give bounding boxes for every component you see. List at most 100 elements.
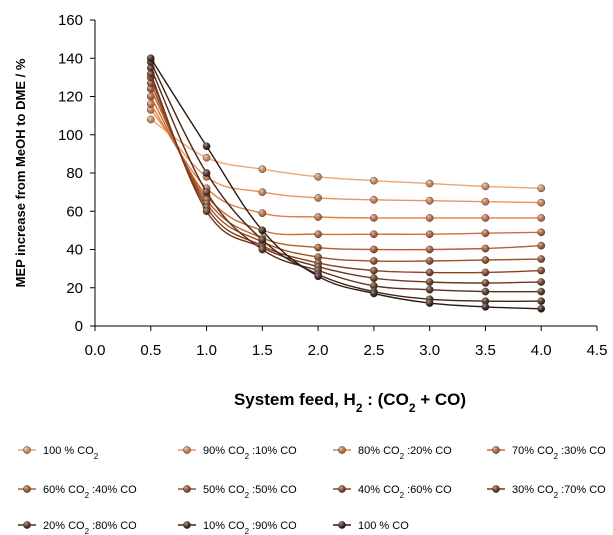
- legend-item: 20% CO2 :80% CO: [18, 520, 137, 535]
- data-point-shade: [481, 256, 490, 264]
- data-point-shade: [370, 245, 378, 254]
- legend-swatch-shade: [492, 485, 500, 493]
- legend: 100 % CO2 90% CO2 :10% CO 80% CO2 :20% CO 7…: [18, 445, 606, 535]
- data-point-shade: [370, 214, 378, 222]
- legend-item: 90% CO2 :10% CO: [178, 445, 297, 461]
- data-point-shade: [537, 242, 545, 250]
- data-point-shade: [370, 289, 378, 298]
- legend-swatch-shade: [183, 446, 191, 454]
- legend-item: 10% CO2 :90% CO: [178, 520, 297, 535]
- data-point-shade: [314, 253, 322, 261]
- data-point-shade: [314, 213, 322, 221]
- data-point-shade: [481, 279, 490, 287]
- x-tick-label: 4.5: [587, 342, 608, 359]
- data-point-shade: [314, 243, 322, 252]
- data-point-shade: [481, 244, 490, 253]
- data-point-shade: [258, 188, 266, 196]
- series-1: [146, 115, 546, 193]
- y-tick-label: 140: [58, 50, 83, 67]
- data-point-shade: [258, 165, 266, 173]
- x-axis-label: System feed, H2 : (CO2 + CO): [234, 390, 466, 415]
- legend-item: 60% CO2 :40% CO: [18, 484, 137, 500]
- legend-item: 40% CO2 :60% CO: [333, 484, 452, 500]
- data-point-shade: [370, 177, 378, 185]
- data-point-shade: [147, 115, 155, 124]
- x-tick-label: 0.5: [140, 342, 161, 359]
- series-line: [150, 61, 542, 302]
- legend-label: 30% CO2 :70% CO: [512, 484, 606, 500]
- data-point-shade: [370, 196, 378, 204]
- y-tick-label: 40: [66, 242, 83, 259]
- legend-label: 60% CO2 :40% CO: [43, 484, 137, 500]
- data-point-shade: [537, 266, 545, 275]
- series-3: [146, 100, 546, 222]
- data-point-shade: [202, 142, 211, 150]
- data-point-shade: [258, 209, 266, 217]
- series-line: [150, 88, 542, 251]
- data-point-shade: [202, 154, 211, 162]
- data-point-shade: [537, 287, 545, 296]
- data-point-shade: [426, 214, 434, 222]
- x-ticks: 0.0 0.5 1.0 1.5 2.0 2.5 3.0 3.5 4.0 4.5: [85, 326, 608, 359]
- data-point-shade: [202, 169, 211, 177]
- legend-label: 100 % CO2: [43, 445, 99, 461]
- data-point-shade: [426, 286, 434, 294]
- legend-swatch-shade: [23, 446, 31, 454]
- data-point-shade: [481, 287, 490, 296]
- legend-item: 30% CO2 :70% CO: [487, 484, 606, 500]
- legend-label: 20% CO2 :80% CO: [43, 520, 137, 535]
- series-line: [150, 96, 542, 236]
- data-point-shade: [481, 268, 490, 277]
- legend-swatch-shade: [23, 485, 31, 493]
- legend-item: 100 % CO: [333, 520, 409, 532]
- legend-swatch-shade: [492, 446, 500, 454]
- x-tick-label: 1.0: [196, 342, 217, 359]
- legend-swatch-shade: [183, 521, 191, 529]
- data-point-shade: [147, 92, 155, 101]
- legend-label: 50% CO2 :50% CO: [203, 484, 297, 500]
- y-ticks: 0 20 40 60 80 100 120 140 160: [58, 12, 95, 335]
- data-point-shade: [426, 278, 434, 286]
- data-point-shade: [426, 257, 434, 265]
- y-tick-label: 80: [66, 165, 83, 182]
- data-point-shade: [537, 214, 545, 222]
- y-tick-label: 120: [58, 89, 83, 106]
- data-point-shade: [426, 268, 434, 277]
- y-tick-label: 100: [58, 127, 83, 144]
- data-point-shade: [481, 198, 490, 206]
- data-point-shade: [202, 188, 211, 196]
- data-point-shade: [481, 214, 490, 222]
- y-tick-label: 160: [58, 12, 83, 29]
- data-point-shade: [202, 207, 211, 215]
- data-point-shade: [314, 230, 322, 238]
- data-point-shade: [314, 194, 322, 202]
- data-point-shade: [370, 266, 378, 275]
- data-point-shade: [537, 199, 545, 207]
- y-tick-label: 0: [75, 318, 83, 335]
- series-line: [150, 82, 542, 263]
- legend-label: 40% CO2 :60% CO: [358, 484, 452, 500]
- y-tick-label: 60: [66, 203, 83, 220]
- legend-swatch-shade: [338, 446, 346, 454]
- data-point-shade: [481, 182, 490, 190]
- data-point-shade: [147, 54, 155, 62]
- data-point-shade: [258, 226, 266, 234]
- legend-label: 80% CO2 :20% CO: [358, 445, 452, 461]
- data-point-shade: [481, 303, 490, 311]
- data-point-shade: [481, 297, 490, 305]
- series-11: [146, 54, 546, 313]
- data-point-shade: [537, 305, 545, 313]
- series-group: [146, 54, 546, 313]
- x-tick-label: 0.0: [85, 342, 106, 359]
- legend-item: 100 % CO2: [18, 445, 99, 461]
- legend-swatch-shade: [23, 521, 31, 529]
- data-point-shade: [258, 236, 266, 244]
- data-point-shade: [426, 245, 434, 254]
- legend-label: 10% CO2 :90% CO: [203, 520, 297, 535]
- data-point-shade: [537, 184, 545, 192]
- legend-swatch-shade: [183, 485, 191, 493]
- y-axis-label: MEP increase from MeOH to DME / %: [13, 58, 28, 287]
- series-line: [150, 77, 542, 274]
- x-tick-label: 1.5: [252, 342, 273, 359]
- data-point-shade: [426, 230, 434, 238]
